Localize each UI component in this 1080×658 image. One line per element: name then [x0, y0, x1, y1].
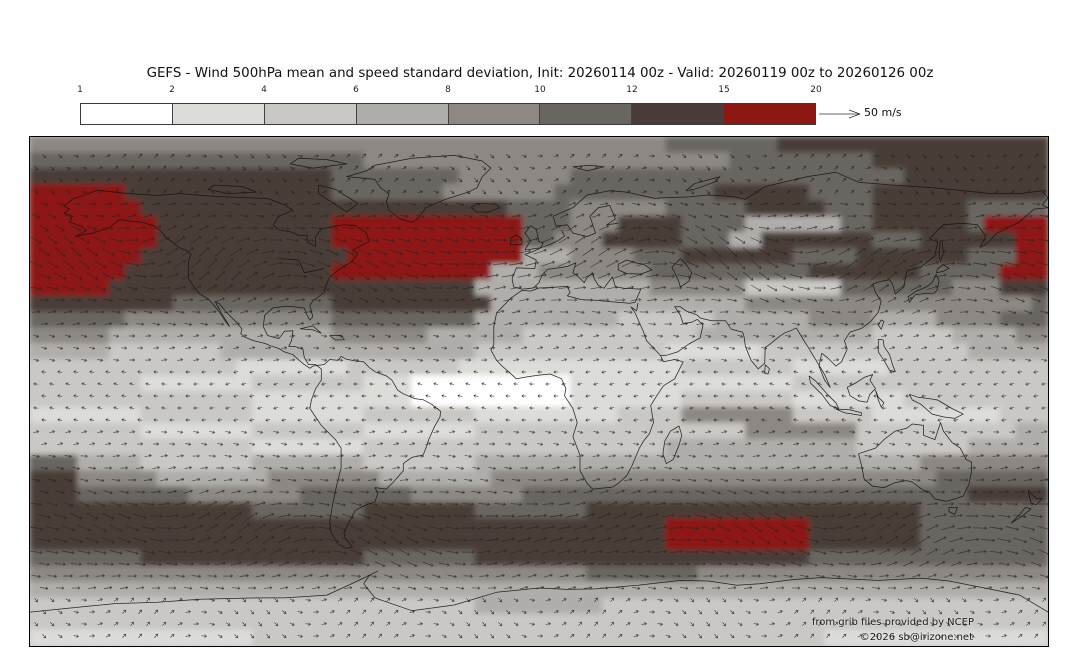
colorbar-segment [356, 104, 449, 124]
attribution-source: from grib files provided by NCEP [811, 617, 974, 628]
colorbar-tick-label: 1 [77, 85, 83, 95]
colorbar-tick-label: 6 [353, 85, 359, 95]
colorbar [80, 103, 816, 125]
attribution-copyright: ©2026 sb@irizone.net [859, 632, 973, 643]
reference-wind-label: 50 m/s [864, 106, 902, 119]
colorbar-segment [448, 104, 541, 124]
colorbar-segment [81, 104, 173, 124]
colorbar-segment [172, 104, 265, 124]
colorbar-tick-label: 8 [445, 85, 451, 95]
world-std-dev-map [30, 137, 1048, 646]
std-dev-shading [30, 137, 1048, 646]
colorbar-segment [724, 104, 815, 124]
colorbar-tick-label: 2 [169, 85, 175, 95]
colorbar-tick-label: 10 [534, 85, 546, 95]
colorbar-segment [540, 104, 633, 124]
colorbar-segment [632, 104, 725, 124]
colorbar-tick-label: 4 [261, 85, 267, 95]
reference-wind-arrow-icon [819, 109, 861, 119]
colorbar-tick-label: 12 [626, 85, 638, 95]
wind-mean-arrows [30, 153, 1048, 639]
colorbar-segment [264, 104, 357, 124]
map-canvas: from grib files provided by NCEP ©2026 s… [29, 136, 1049, 647]
colorbar-tick-label: 15 [718, 85, 730, 95]
colorbar-tick-labels: 1 2 4 6 8 10 12 15 20 [0, 85, 1080, 97]
colorbar-tick-label: 20 [810, 85, 822, 95]
chart-title: GEFS - Wind 500hPa mean and speed standa… [146, 66, 934, 81]
